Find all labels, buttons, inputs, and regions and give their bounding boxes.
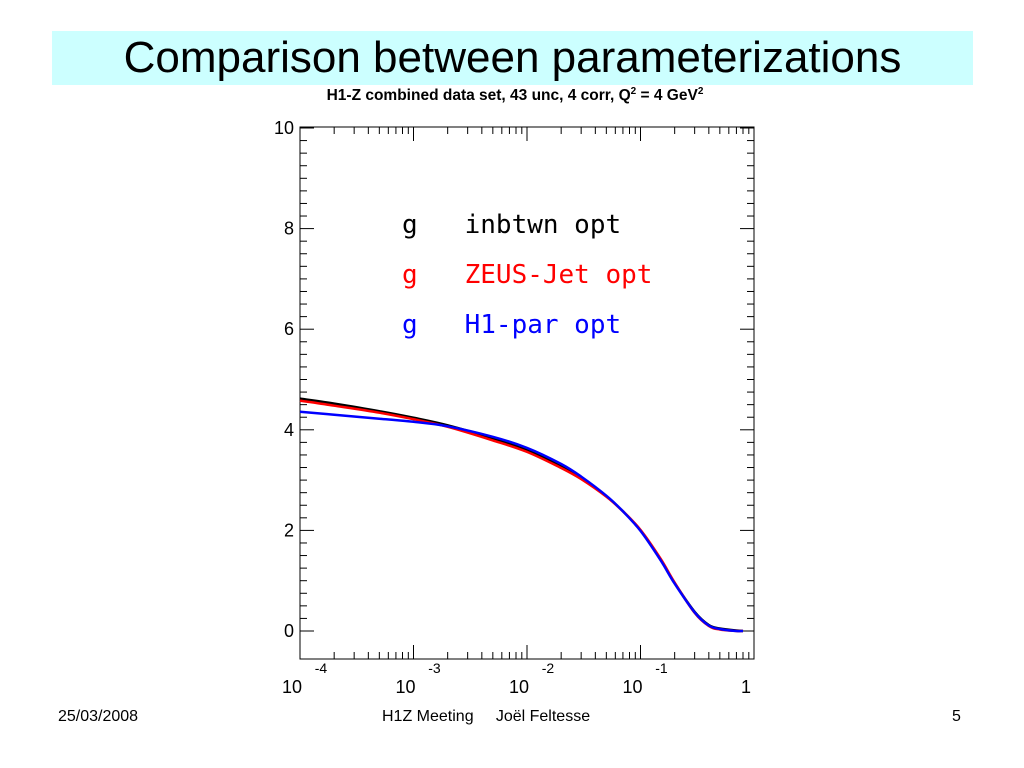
x-tick-label-base: 10	[395, 677, 415, 697]
footer-center: H1Z Meeting Joël Feltesse	[382, 708, 591, 725]
x-tick-label-exponent: -1	[655, 660, 668, 676]
y-tick-label: 6	[284, 319, 294, 339]
y-tick-label: 0	[284, 621, 294, 641]
x-tick-label-exponent: -4	[315, 660, 328, 676]
x-tick-label-exponent: -3	[428, 660, 441, 676]
y-tick-label: 8	[284, 219, 294, 239]
legend-entry-2: g ZEUS-Jet opt	[402, 260, 653, 290]
series-line-3	[299, 410, 744, 633]
x-tick-label-base: 1	[741, 677, 751, 697]
y-tick-label: 4	[284, 420, 294, 440]
chart-title: H1-Z combined data set, 43 unc, 4 corr, …	[0, 86, 1024, 105]
legend-entry-3: g H1-par opt	[402, 310, 622, 340]
chart-title-mid: = 4 GeV	[636, 87, 698, 105]
x-tick-label-base: 10	[282, 677, 302, 697]
slide-title-box: Comparison between parameterizations	[52, 31, 973, 85]
footer-date: 25/03/2008	[58, 708, 139, 725]
x-tick-label-exponent: -2	[542, 660, 555, 676]
footer-page-number: 5	[952, 708, 961, 725]
series-line-1	[299, 397, 744, 633]
slide-title: Comparison between parameterizations	[123, 33, 902, 82]
y-tick-label: 2	[284, 520, 294, 540]
x-tick-label-base: 10	[622, 677, 642, 697]
legend-entry-1: g inbtwn opt	[402, 210, 622, 240]
chart-title-sup1: 2	[630, 86, 637, 97]
series-line-2	[299, 399, 744, 633]
chart-title-main: H1-Z combined data set, 43 unc, 4 corr, …	[326, 87, 631, 105]
y-tick-label: 10	[274, 118, 294, 138]
x-tick-label-base: 10	[509, 677, 529, 697]
plot-frame	[299, 126, 755, 660]
chart-title-sup2: 2	[697, 86, 704, 97]
